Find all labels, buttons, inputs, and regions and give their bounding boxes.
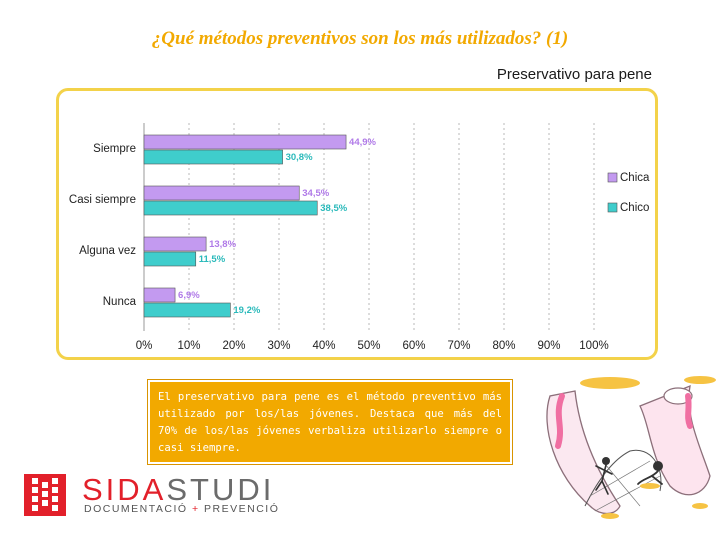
- data-label: 13,8%: [209, 239, 236, 250]
- data-label: 11,5%: [199, 254, 226, 265]
- data-label: 34,5%: [302, 188, 329, 199]
- logo-tag-doc: DOCUMENTACIÓ: [84, 503, 188, 515]
- data-label: 30,8%: [286, 152, 313, 163]
- logo-word-studi: STUDI: [166, 472, 275, 507]
- data-label: 44,9%: [349, 137, 376, 148]
- legend-swatch: [607, 202, 618, 213]
- x-tick-label: 30%: [267, 340, 290, 352]
- x-tick-label: 0%: [136, 340, 153, 352]
- legend-swatch: [607, 172, 618, 183]
- bar-chica: [143, 287, 176, 303]
- legend-label: Chico: [620, 202, 649, 214]
- bar-chica: [143, 134, 347, 150]
- logo-word-sida: SIDA: [82, 472, 167, 507]
- bar-chico: [143, 200, 318, 216]
- category-label: Siempre: [93, 143, 136, 155]
- logo-wordmark: SIDASTUDI: [82, 472, 274, 508]
- x-tick-label: 100%: [579, 340, 608, 352]
- data-label: 19,2%: [233, 305, 260, 316]
- data-label: 38,5%: [320, 203, 347, 214]
- sidastudi-logo: SIDASTUDI DOCUMENTACIÓ + PREVENCIÓ: [24, 470, 284, 520]
- logo-mark-icon: [24, 474, 66, 516]
- page-title: ¿Qué métodos preventivos son los más uti…: [151, 28, 569, 49]
- logo-tag-prev: PREVENCIÓ: [204, 503, 280, 515]
- chart-frame: 0% 10% 20% 30% 40% 50% 60% 70% 80% 90% 100% Siempre…: [56, 88, 658, 360]
- x-tick-label: 10%: [177, 340, 200, 352]
- bar-chica: [143, 185, 300, 201]
- logo-tag-plus: +: [191, 503, 200, 515]
- x-tick-label: 60%: [402, 340, 425, 352]
- bar-chico: [143, 251, 197, 267]
- bar-chico: [143, 302, 231, 318]
- x-tick-label: 80%: [492, 340, 515, 352]
- bar-chica: [143, 236, 207, 252]
- category-label: Alguna vez: [79, 245, 136, 257]
- bar-chico: [143, 149, 283, 165]
- x-tick-label: 70%: [447, 340, 470, 352]
- legend-label: Chica: [620, 172, 650, 184]
- x-tick-label: 50%: [357, 340, 380, 352]
- bar-chart: 0% 10% 20% 30% 40% 50% 60% 70% 80% 90% 100% Siempre…: [69, 123, 650, 352]
- data-label: 6,9%: [178, 290, 200, 301]
- logo-tagline: DOCUMENTACIÓ + PREVENCIÓ: [84, 503, 279, 515]
- category-label: Casi siempre: [69, 194, 136, 206]
- chart-subtitle: Preservativo para pene: [496, 66, 652, 83]
- x-tick-label: 90%: [537, 340, 560, 352]
- summary-text-box: El preservativo para pene es el método p…: [147, 379, 513, 465]
- x-tick-label: 40%: [312, 340, 335, 352]
- x-tick-label: 20%: [222, 340, 245, 352]
- category-label: Nunca: [103, 296, 137, 308]
- condom-illustration: [546, 376, 716, 519]
